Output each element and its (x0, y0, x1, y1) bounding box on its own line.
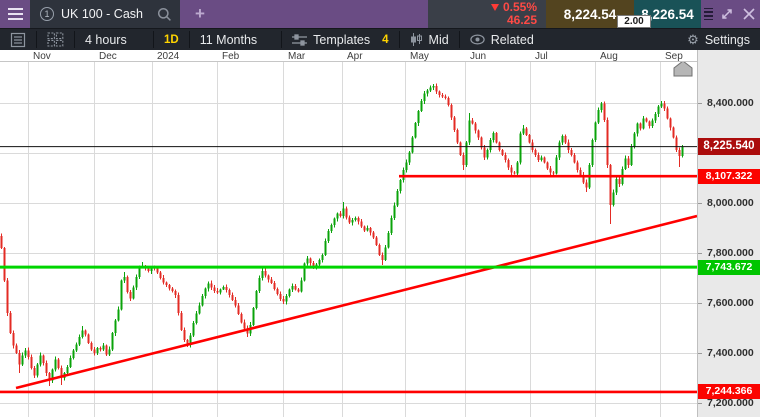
month-label: Nov (33, 50, 51, 62)
topbar: 1 UK 100 - Cash + 0.55% 46.25 8,224.54 8… (0, 0, 760, 28)
axis-tick (698, 203, 702, 204)
latest-price-arrow[interactable] (673, 60, 693, 77)
sliders-icon (292, 33, 308, 46)
axis-tick (698, 253, 702, 254)
related-button[interactable]: Related (460, 29, 544, 50)
close-icon[interactable] (738, 0, 760, 28)
month-label: 2024 (157, 50, 180, 62)
search-icon[interactable] (157, 7, 172, 22)
drag-handle-icon[interactable] (701, 0, 716, 28)
month-label: Sep (665, 50, 683, 62)
range-selector[interactable]: 11 Months (190, 29, 267, 50)
templates-label: Templates (313, 32, 371, 47)
buy-price-button[interactable]: 8,226.54 2.00 (617, 0, 701, 28)
sell-price: 8,224.54 (563, 6, 617, 22)
preset-1d-button[interactable]: 1D (164, 33, 179, 46)
axis-tick (698, 103, 702, 104)
instrument-tab[interactable]: 1 UK 100 - Cash (30, 0, 180, 28)
eye-icon (470, 34, 485, 45)
topbar-spacer (220, 0, 428, 28)
interval-label: 4 hours (85, 32, 127, 47)
axis-tick (698, 403, 702, 404)
month-label: Aug (600, 50, 618, 62)
axis-price-label: 8,400.000 (707, 97, 754, 109)
spread-badge: 2.00 (617, 15, 651, 28)
related-label: Related (490, 32, 534, 47)
settings-button[interactable]: ⚙ Settings (677, 29, 760, 50)
axis-price-label: 8,000.000 (707, 197, 754, 209)
interval-selector[interactable]: 4 hours (75, 29, 153, 50)
axis-tick (698, 353, 702, 354)
layout-grid-icon-button[interactable] (37, 29, 74, 50)
price-change-block: 0.55% 46.25 (428, 0, 546, 28)
axis-price-label: 7,800.000 (707, 247, 754, 259)
chart-area[interactable]: Nov Dec 2024 Feb Mar Apr May Jun Jul Aug Sep 8,400… (0, 50, 760, 417)
down-triangle-icon (490, 4, 499, 11)
gear-icon: ⚙ (687, 32, 699, 47)
candlestick-plot[interactable] (0, 50, 697, 417)
add-tab-button[interactable]: + (195, 4, 205, 23)
time-axis: Nov Dec 2024 Feb Mar Apr May Jun Jul Aug Sep (0, 50, 697, 62)
month-label: May (410, 50, 429, 62)
change-points: 46.25 (506, 13, 537, 27)
price-mid-selector[interactable]: Mid (400, 29, 459, 50)
instrument-title: UK 100 - Cash (61, 7, 143, 21)
price-axis[interactable]: 8,400.000 8,000.000 7,800.000 7,600.000 7,40… (697, 50, 760, 417)
candlestick-icon (410, 33, 422, 46)
level-price-badge: 8,107.322 (698, 168, 760, 184)
axis-price-label: 7,200.000 (707, 397, 754, 409)
trendline (15, 214, 697, 390)
level-price-badge: 7,244.366 (698, 384, 760, 400)
menu-icon[interactable] (0, 0, 30, 28)
panel-list-icon-button[interactable] (0, 29, 36, 50)
axis-tick (698, 303, 702, 304)
gridlines (0, 62, 697, 417)
axis-price-label: 7,400.000 (707, 347, 754, 359)
buy-price: 8,226.54 (641, 6, 694, 22)
level-price-badge: 7,743.672 (698, 259, 760, 275)
month-label: Jun (470, 50, 487, 62)
axis-price-label: 7,600.000 (707, 297, 754, 309)
chart-toolbar: 4 hours 1D 11 Months Templates 4 Mid Rel… (0, 28, 760, 50)
month-label: Dec (99, 50, 117, 62)
tab-index-badge: 1 (40, 7, 54, 21)
month-label: Mar (288, 50, 306, 62)
month-label: Feb (222, 50, 240, 62)
mid-label: Mid (428, 32, 449, 47)
settings-label: Settings (704, 32, 750, 47)
range-label: 11 Months (199, 32, 258, 47)
candles (0, 83, 684, 386)
change-percent: 0.55% (502, 0, 537, 14)
month-label: Apr (347, 50, 363, 62)
templates-button[interactable]: Templates (282, 29, 380, 50)
templates-count: 4 (382, 33, 389, 46)
month-label: Jul (535, 50, 548, 62)
current-price-badge: 8,225.540 (698, 138, 760, 156)
expand-icon[interactable] (716, 0, 738, 28)
